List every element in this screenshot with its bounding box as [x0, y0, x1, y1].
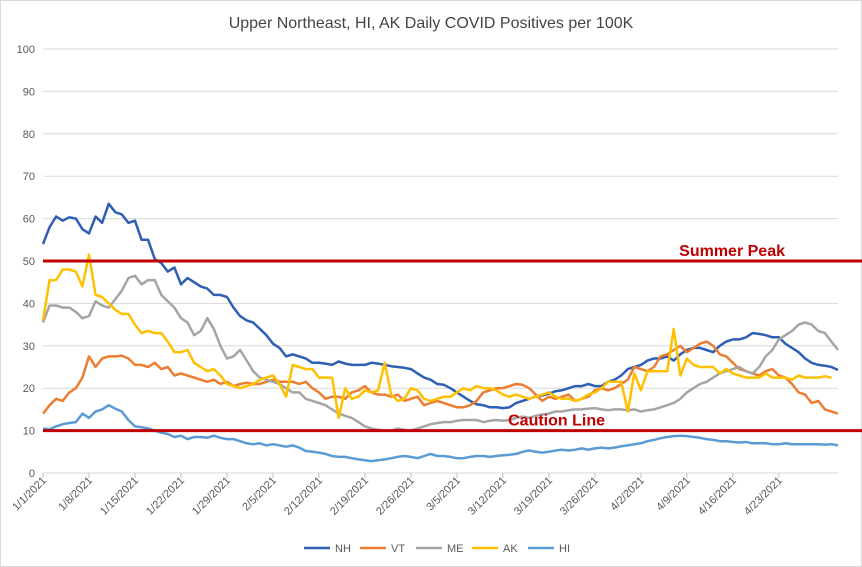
- y-tick-label: 30: [23, 341, 35, 353]
- legend-label: AK: [503, 543, 518, 555]
- y-tick-label: 70: [23, 171, 35, 183]
- series-lines: [41, 202, 839, 463]
- series-line-hi: [42, 403, 839, 463]
- series-line-me: [41, 274, 839, 432]
- series-line-ak: [41, 253, 832, 420]
- y-tick-label: 20: [23, 383, 35, 395]
- y-axis-ticks: 0 10 20 30 40 50 60 70 80 90 100: [17, 44, 35, 480]
- legend-label: HI: [559, 543, 570, 555]
- y-tick-label: 0: [29, 468, 35, 480]
- chart-title: Upper Northeast, HI, AK Daily COVID Posi…: [229, 15, 634, 32]
- legend-label: VT: [391, 543, 405, 555]
- y-tick-label: 40: [23, 298, 35, 310]
- legend-label: ME: [447, 543, 464, 555]
- series-line-nh: [41, 202, 839, 410]
- reference-line-label: Caution Line: [508, 413, 605, 430]
- y-tick-label: 100: [17, 44, 35, 56]
- y-tick-label: 10: [23, 426, 35, 438]
- series-line-vt: [42, 340, 839, 415]
- y-tick-label: 60: [23, 214, 35, 226]
- reference-lines: Summer Peak Caution Line: [43, 243, 862, 433]
- legend-label: NH: [335, 543, 351, 555]
- legend: NH VT ME AK HI: [304, 543, 570, 555]
- reference-line-label: Summer Peak: [679, 243, 785, 260]
- y-tick-label: 50: [23, 256, 35, 268]
- y-tick-label: 80: [23, 129, 35, 141]
- y-tick-label: 90: [23, 86, 35, 98]
